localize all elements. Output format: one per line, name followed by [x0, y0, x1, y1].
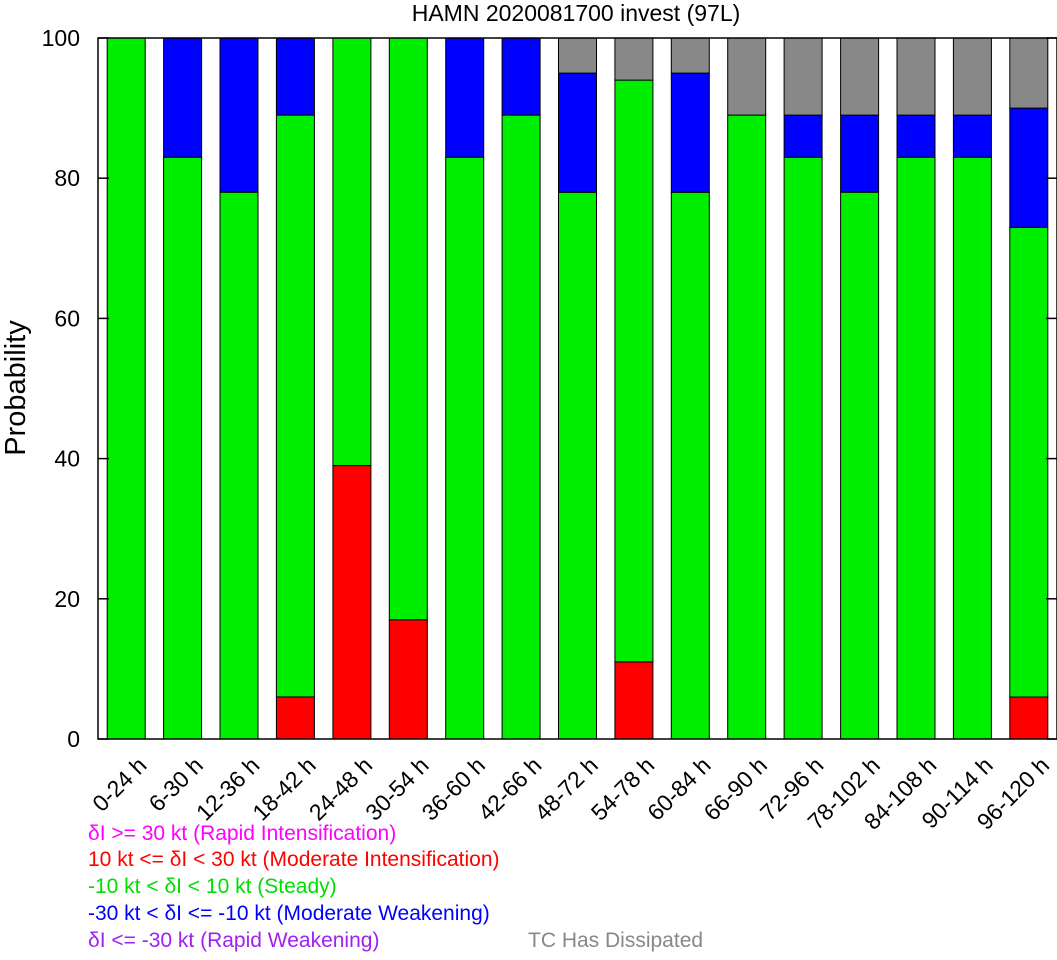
legend-mw: -30 kt < δI <= -10 kt (Moderate Weakenin… [88, 902, 490, 925]
bar-segment [614, 79, 654, 663]
bar-segment [1009, 696, 1049, 740]
y-tick-label: 20 [54, 586, 80, 612]
bar-segment [445, 156, 485, 740]
y-axis-label: Probability [0, 320, 32, 456]
bar-segment [614, 37, 654, 81]
bar-segment [1009, 107, 1049, 228]
legend-rw: δI <= -30 kt (Rapid Weakening) [88, 929, 380, 952]
bar-segment [727, 114, 767, 740]
bar-segment [896, 156, 936, 740]
bar-segment [783, 114, 823, 158]
bar-segment [558, 191, 597, 740]
bar-segment [896, 114, 936, 158]
bar-segment [501, 114, 541, 740]
bar-segment [163, 156, 203, 740]
y-tick-label: 0 [67, 726, 80, 752]
bar-segment [388, 37, 428, 621]
bar-segment [727, 37, 767, 116]
bar-segment [163, 37, 203, 158]
bar-segment [952, 37, 992, 116]
bar-segment [445, 37, 485, 158]
bar-segment [952, 114, 992, 158]
bar-segment [332, 37, 372, 467]
bar-segment [840, 114, 880, 193]
bar-segment [332, 465, 372, 740]
y-tick-label: 80 [54, 165, 80, 191]
bar-segment [219, 37, 259, 193]
legend-ri: δI >= 30 kt (Rapid Intensification) [88, 822, 397, 845]
bar-segment [614, 661, 654, 740]
legend-dissipated: TC Has Dissipated [528, 929, 704, 952]
bar-segment [670, 191, 710, 740]
y-tick-label: 100 [42, 25, 80, 51]
bars-group [106, 37, 1049, 740]
legend-mi: 10 kt <= δI < 30 kt (Moderate Intensific… [88, 848, 500, 871]
bar-segment [219, 191, 259, 740]
bar-segment [388, 619, 428, 740]
bar-segment [275, 114, 315, 698]
chart-title: HAMN 2020081700 invest (97L) [412, 0, 741, 26]
bar-segment [783, 37, 823, 116]
x-tick-label: 0-24 h [87, 752, 152, 817]
bar-segment [840, 191, 880, 740]
bar-segment [275, 37, 315, 116]
bar-segment [840, 37, 880, 116]
bar-segment [275, 696, 315, 740]
y-tick-label: 40 [54, 446, 80, 472]
bar-segment [501, 37, 541, 116]
bar-segment [670, 37, 710, 74]
bar-segment [952, 156, 992, 740]
bar-segment [1009, 37, 1049, 109]
bar-segment [558, 72, 597, 193]
bar-segment [1009, 226, 1049, 698]
bar-segment [896, 37, 936, 116]
y-tick-label: 60 [54, 305, 80, 331]
bar-segment [106, 37, 146, 740]
bar-segment [783, 156, 823, 740]
plot-frame [97, 37, 1057, 740]
bar-segment [670, 72, 710, 193]
bar-segment [558, 37, 597, 74]
legend-steady: -10 kt < δI < 10 kt (Steady) [88, 875, 337, 898]
